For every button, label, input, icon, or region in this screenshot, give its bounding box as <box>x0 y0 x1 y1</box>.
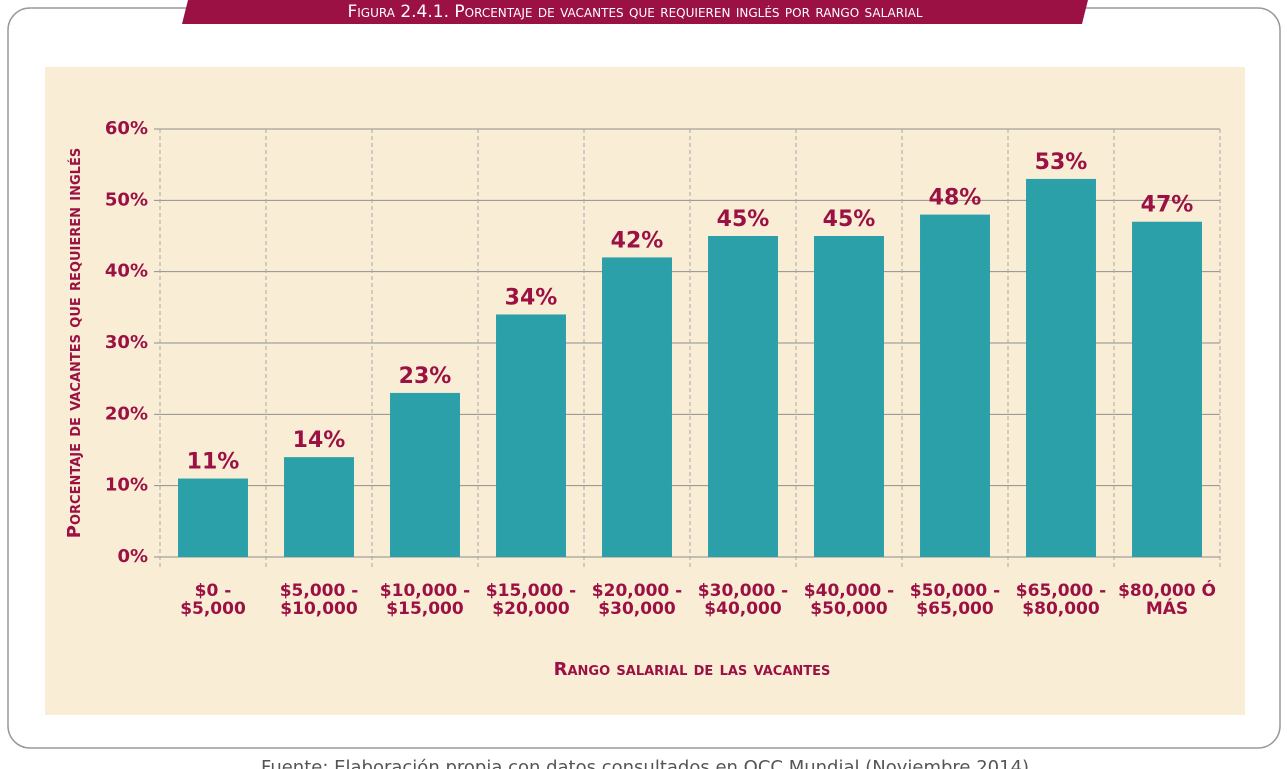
bar <box>496 314 566 557</box>
x-tick-label: $10,000 -$15,000 <box>380 581 470 619</box>
x-tick-label: $30,000 -$40,000 <box>698 581 788 619</box>
chart-title: Figura 2.4.1. Porcentaje de vacantes que… <box>347 2 922 22</box>
x-tick-label: $65,000 -$80,000 <box>1016 581 1106 619</box>
bar <box>1026 178 1096 557</box>
bar <box>178 478 248 557</box>
x-axis-title: Rango salarial de las vacantes <box>554 659 831 680</box>
x-tick-label: $5,000 -$10,000 <box>280 581 359 619</box>
x-tick-label: $40,000 -$50,000 <box>804 581 894 619</box>
value-label: 45% <box>717 207 770 232</box>
value-label: 23% <box>399 364 452 389</box>
x-tick-label: $80,000 Ó MÁS <box>1118 579 1216 619</box>
bar <box>708 236 778 557</box>
y-tick-label: 10% <box>105 475 148 496</box>
y-tick-label: 0% <box>117 546 148 567</box>
bar <box>920 214 990 557</box>
value-label: 11% <box>187 450 240 475</box>
bar <box>284 457 354 557</box>
value-label: 42% <box>611 228 664 253</box>
value-label: 53% <box>1035 150 1088 175</box>
x-tick-label: $0 -$5,000 <box>180 581 246 619</box>
value-label: 45% <box>823 207 876 232</box>
y-axis-title: Porcentaje de vacantes que requieren ing… <box>64 148 85 538</box>
source-note: Fuente: Elaboración propia con datos con… <box>261 757 1029 769</box>
value-label: 48% <box>929 186 982 211</box>
bar <box>390 392 460 557</box>
title-banner <box>182 0 1088 24</box>
value-label: 47% <box>1141 193 1194 218</box>
bar <box>602 257 672 557</box>
y-tick-label: 40% <box>105 261 148 282</box>
x-tick-label: $20,000 -$30,000 <box>592 581 682 619</box>
x-tick-label: $50,000 -$65,000 <box>910 581 1000 619</box>
y-tick-label: 60% <box>105 118 148 139</box>
bar <box>1132 221 1202 557</box>
y-tick-label: 30% <box>105 332 148 353</box>
y-tick-label: 20% <box>105 403 148 424</box>
y-tick-label: 50% <box>105 189 148 210</box>
value-label: 14% <box>293 428 346 453</box>
bar <box>814 236 884 557</box>
value-label: 34% <box>505 285 558 310</box>
x-tick-label: $15,000 -$20,000 <box>486 581 576 619</box>
